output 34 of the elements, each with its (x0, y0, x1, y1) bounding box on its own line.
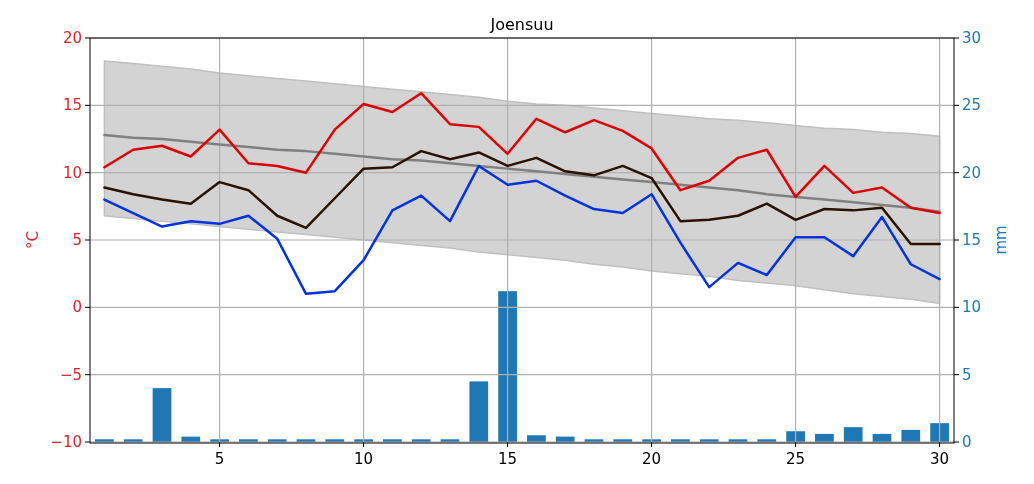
bar (843, 427, 863, 442)
bar (527, 435, 546, 442)
bar (498, 291, 517, 442)
y2-tick-label: 10 (962, 298, 982, 317)
bar (901, 429, 921, 442)
bar (152, 388, 172, 442)
line-series (103, 149, 941, 246)
x-tick-label: 15 (498, 450, 518, 468)
line-series (103, 133, 941, 213)
y-tick-label: 20 (62, 29, 82, 47)
y2-tick-label: 30 (962, 29, 982, 47)
y2-tick-label: 0 (962, 433, 972, 451)
y-tick-label: 5 (72, 231, 82, 249)
y-tick-label: −10 (50, 433, 82, 451)
chart-title: Joensuu (489, 15, 554, 34)
line-series (103, 164, 941, 296)
y-tick-label: 15 (62, 96, 82, 115)
x-tick-label: 25 (786, 450, 806, 468)
x-tick-label: 5 (214, 450, 225, 468)
x-tick-label: 20 (642, 450, 662, 468)
y-tick-label: 0 (72, 298, 82, 317)
y-tick-label: −5 (59, 365, 82, 384)
y2-tick-label: 20 (962, 163, 982, 182)
y2-tick-label: 15 (962, 231, 982, 249)
bar (930, 423, 949, 442)
y2-tick-label: 25 (962, 96, 982, 115)
x-tick-label: 10 (354, 450, 374, 468)
line-series (103, 91, 941, 215)
y-axis-title: °C (24, 231, 42, 249)
y2-axis-title: mm (992, 225, 1010, 255)
x-tick-label: 30 (930, 450, 950, 468)
bar (469, 381, 489, 442)
y2-tick-label: 5 (962, 365, 972, 384)
y-tick-label: 10 (62, 163, 82, 182)
